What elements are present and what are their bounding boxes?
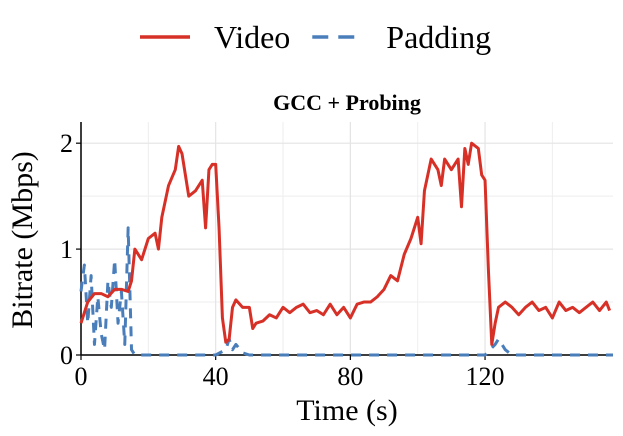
series-line — [79, 226, 613, 357]
legend-label: Padding — [386, 19, 491, 55]
legend-label: Video — [214, 19, 290, 55]
y-tick-label: 0 — [60, 341, 73, 370]
x-tick-label: 120 — [466, 362, 505, 391]
y-tick-label: 1 — [60, 235, 73, 264]
chart-title: GCC + Probing — [273, 90, 421, 115]
y-tick-label: 2 — [60, 129, 73, 158]
x-tick-label: 40 — [203, 362, 229, 391]
y-axis-label: Bitrate (Mbps) — [6, 151, 39, 328]
series-line — [79, 141, 612, 346]
x-tick-label: 80 — [337, 362, 363, 391]
x-axis-label: Time (s) — [296, 394, 397, 427]
x-tick-label: 0 — [75, 362, 88, 391]
